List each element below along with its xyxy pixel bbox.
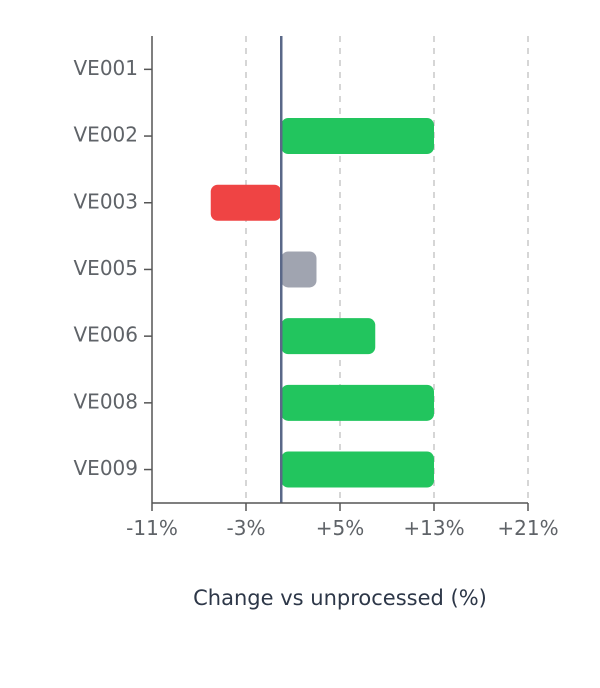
y-tick-label-ve001: VE001: [74, 56, 139, 80]
x-tick-label: -11%: [126, 516, 178, 540]
bars: [210, 118, 434, 488]
bar-ve009: [281, 451, 434, 488]
bar-ve005: [281, 251, 317, 288]
x-axis-ticks: -11% -3% +5% +13% +21%: [126, 503, 559, 540]
x-tick-label: +21%: [497, 516, 558, 540]
bar-ve006: [281, 318, 376, 355]
y-tick-label-ve008: VE008: [74, 389, 139, 413]
y-tick-label-ve002: VE002: [74, 123, 139, 147]
x-tick-label: +13%: [403, 516, 464, 540]
x-tick-label: -3%: [227, 516, 266, 540]
y-tick-label-ve003: VE003: [74, 189, 139, 213]
x-tick-label: +5%: [316, 516, 365, 540]
bar-ve008: [281, 384, 434, 421]
y-tick-label-ve009: VE009: [74, 456, 139, 480]
y-tick-label-ve005: VE005: [74, 256, 139, 280]
x-axis-title: Change vs unprocessed (%): [193, 586, 487, 610]
grid-lines: [245, 36, 529, 503]
bar-ve002: [281, 118, 434, 155]
y-axis-ticks: VE001 VE002 VE003 VE005 VE006 VE008 VE009: [74, 56, 152, 480]
y-tick-label-ve006: VE006: [74, 323, 139, 347]
bar-ve003: [210, 184, 282, 221]
